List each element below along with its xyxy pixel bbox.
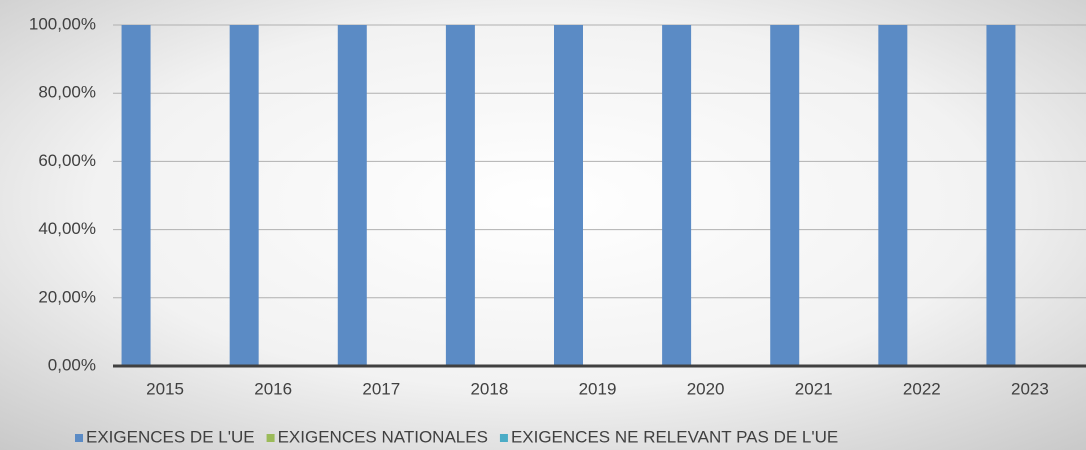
legend-marker [266, 434, 275, 442]
x-tick-label: 2020 [687, 379, 725, 398]
y-tick-label: 100,00% [29, 14, 96, 33]
bar [770, 25, 800, 366]
x-tick-label: 2019 [579, 379, 617, 398]
legend: EXIGENCES DE L'UE EXIGENCES NATIONALES EXI… [75, 427, 838, 446]
x-tick-label: 2016 [254, 379, 292, 398]
bar [662, 25, 692, 366]
x-tick-label: 2021 [795, 379, 833, 398]
bar [554, 25, 583, 366]
legend-label: EXIGENCES NE RELEVANT PAS DE L'UE [511, 427, 838, 446]
bar [121, 25, 151, 366]
legend-label: EXIGENCES DE L'UE [86, 427, 255, 446]
x-tick-label: 2018 [470, 379, 508, 398]
legend-marker [499, 434, 508, 442]
bar [986, 25, 1016, 366]
y-tick-label: 60,00% [38, 151, 96, 170]
y-tick-label: 80,00% [38, 83, 96, 102]
x-tick-label: 2017 [362, 379, 400, 398]
bar [229, 25, 259, 366]
y-tick-label: 20,00% [38, 287, 96, 306]
x-tick-label: 2015 [146, 379, 184, 398]
x-tick-label: 2022 [903, 379, 941, 398]
bar [337, 25, 367, 366]
plot-area: 0,00% 20,00% 40,00% 60,00% 80,00% 100,00% 2015… [29, 14, 1086, 398]
bar [445, 25, 475, 366]
bar [878, 25, 908, 366]
x-tick-label: 2023 [1011, 379, 1049, 398]
y-tick-label: 0,00% [48, 355, 96, 374]
legend-label: EXIGENCES NATIONALES [278, 427, 488, 446]
y-tick-label: 40,00% [38, 219, 96, 238]
legend-marker [75, 434, 83, 442]
